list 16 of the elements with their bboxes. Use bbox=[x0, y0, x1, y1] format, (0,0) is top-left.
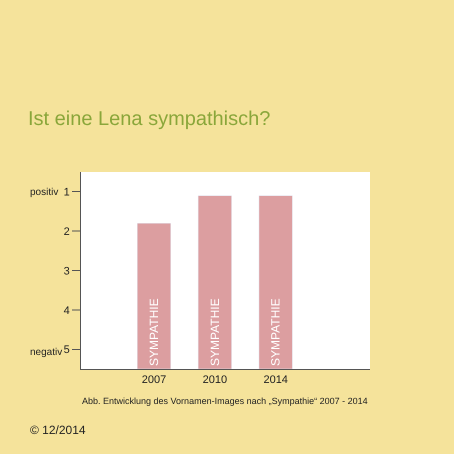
text: negativ bbox=[30, 347, 62, 358]
x-tick-label: 2014 bbox=[263, 374, 288, 386]
y-tick-label: 4 bbox=[64, 304, 70, 317]
x-tick-label: 2010 bbox=[202, 374, 228, 386]
x-tick-label: 2007 bbox=[142, 374, 166, 386]
text: Abb. Entwicklung des Vornamen-Images nach „Sympathie“ 2007 - 2014 bbox=[82, 396, 368, 406]
data-label: SYMPATHIE bbox=[147, 298, 162, 366]
y-tick-label: 1 bbox=[64, 186, 70, 199]
y-tick-label: 5 bbox=[64, 344, 70, 356]
data-label: SYMPATHIE bbox=[208, 298, 222, 366]
text: © 12/2014 bbox=[30, 423, 86, 437]
y-tick-label: 2 bbox=[64, 226, 70, 238]
chart-title: Ist eine Lena sympathisch? bbox=[28, 108, 270, 130]
text: positiv bbox=[30, 187, 58, 198]
y-tick-label: 3 bbox=[64, 265, 70, 278]
data-label: SYMPATHIE bbox=[268, 298, 283, 366]
